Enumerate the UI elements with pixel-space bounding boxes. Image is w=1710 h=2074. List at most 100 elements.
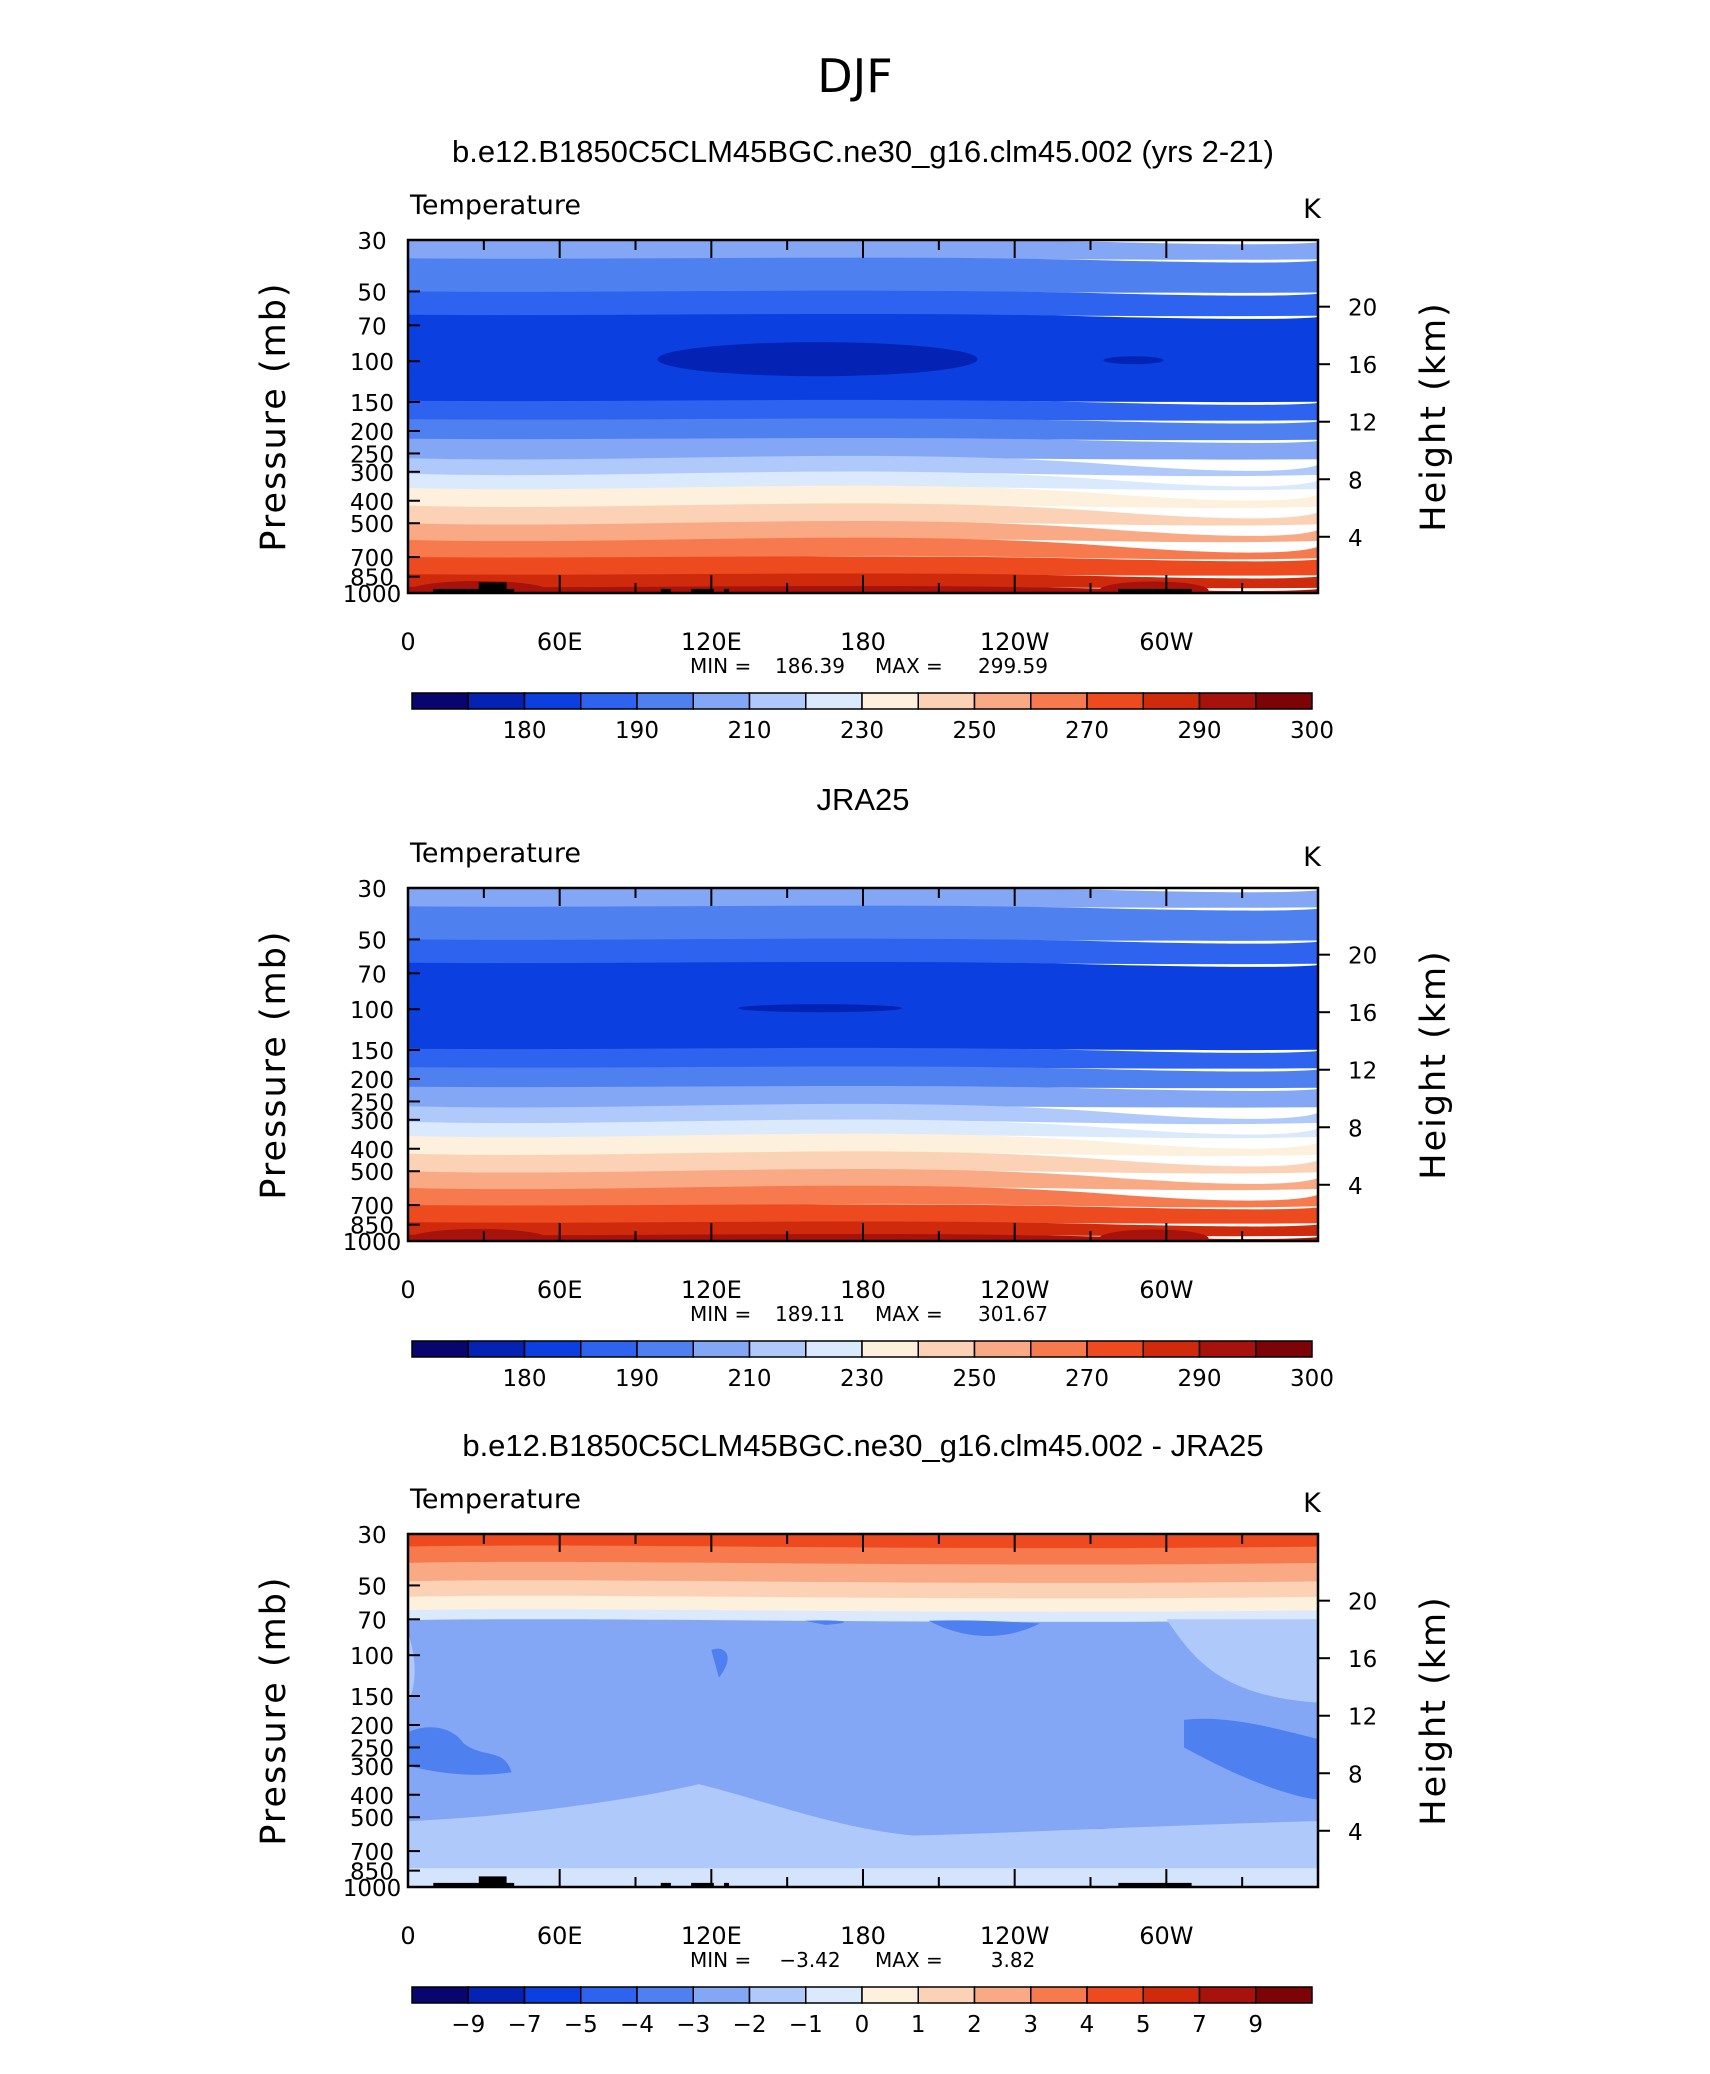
min-value: −3.42 bbox=[779, 1948, 840, 1972]
max-label: MAX = bbox=[875, 1948, 943, 1972]
warm-patch bbox=[408, 1228, 549, 1241]
colorbar-label: 1 bbox=[911, 2012, 926, 2038]
colorbar-label: 5 bbox=[1136, 2012, 1151, 2038]
max-label: MAX = bbox=[875, 1302, 943, 1326]
colorbar-label: −5 bbox=[564, 2012, 598, 2038]
colorbar-swatch bbox=[1030, 692, 1088, 710]
x-tick-label: 60E bbox=[537, 1922, 583, 1950]
colorbar-swatch bbox=[523, 692, 582, 710]
terrain-block bbox=[691, 588, 714, 594]
y-tick-label: 70 bbox=[357, 1608, 386, 1634]
y-tick-label: 250 bbox=[350, 1736, 394, 1762]
temperature-band bbox=[408, 905, 1318, 945]
x-tick-label: 60E bbox=[537, 1276, 583, 1304]
colorbar-swatch bbox=[411, 692, 469, 710]
colorbar-label: 230 bbox=[840, 718, 884, 744]
temperature-band bbox=[408, 399, 1318, 425]
x-tick-label: 120W bbox=[980, 1276, 1050, 1304]
terrain bbox=[433, 1876, 1192, 1888]
min-label: MIN = bbox=[690, 654, 751, 678]
y-tick-label: 850 bbox=[350, 566, 394, 592]
y-tick-label: 50 bbox=[357, 280, 386, 306]
y2-tick-label: 4 bbox=[1348, 1820, 1363, 1846]
y2-tick-label: 8 bbox=[1348, 1762, 1363, 1788]
min-label: MIN = bbox=[690, 1302, 751, 1326]
y2-tick-label: 8 bbox=[1348, 1116, 1363, 1142]
temperature-band bbox=[408, 1047, 1318, 1073]
y-axis-title: Pressure (mb) bbox=[254, 1575, 294, 1845]
units-label: K bbox=[1303, 842, 1322, 873]
colorbar-swatch bbox=[1030, 1340, 1088, 1358]
y-tick-label: 300 bbox=[350, 1109, 394, 1135]
colorbar-label: 210 bbox=[728, 1366, 772, 1392]
colorbar: 180 190 210 230 250 270 290 300 bbox=[411, 1340, 1334, 1392]
contour-field bbox=[408, 1534, 1318, 1887]
max-value: 3.82 bbox=[991, 1948, 1036, 1972]
colorbar: 180 190 210 230 250 270 290 300 bbox=[411, 692, 1334, 744]
temperature-band bbox=[408, 1066, 1318, 1092]
colorbar-swatch bbox=[917, 1340, 976, 1358]
colorbar-swatch bbox=[636, 1986, 694, 2004]
diff-cold-patch bbox=[408, 1727, 512, 1775]
colorbar-swatch bbox=[580, 1986, 638, 2004]
y-tick-label: 100 bbox=[350, 1644, 394, 1670]
colorbar-swatch bbox=[692, 1986, 751, 2004]
colorbar-label: 180 bbox=[503, 1366, 547, 1392]
y-tick-label: 500 bbox=[350, 512, 394, 538]
y-tick-label: 100 bbox=[350, 350, 394, 376]
colorbar-label: −7 bbox=[508, 2012, 542, 2038]
y2-axis-title: Height (km) bbox=[1414, 949, 1454, 1180]
y-tick-label: 850 bbox=[350, 1214, 394, 1240]
colorbar-swatch bbox=[1086, 1986, 1144, 2004]
y2-tick-label: 16 bbox=[1348, 1001, 1377, 1027]
x-tick-label: 120E bbox=[681, 628, 742, 656]
y2-tick-label: 12 bbox=[1348, 411, 1377, 437]
y-tick-label: 150 bbox=[350, 1039, 394, 1065]
y-tick-label: 500 bbox=[350, 1806, 394, 1832]
x-tick-label: 60W bbox=[1139, 1276, 1193, 1304]
units-label: K bbox=[1303, 194, 1322, 225]
diff-cold-patch bbox=[928, 1620, 1040, 1636]
terrain bbox=[433, 582, 1192, 594]
max-value: 299.59 bbox=[978, 654, 1048, 678]
y2-axis-title: Height (km) bbox=[1414, 301, 1454, 532]
colorbar-swatch bbox=[805, 692, 863, 710]
colorbar-swatch bbox=[692, 692, 751, 710]
colorbar-label: 250 bbox=[953, 1366, 997, 1392]
x-tick-label: 180 bbox=[840, 1276, 886, 1304]
temperature-band bbox=[408, 257, 1318, 297]
y2-tick-label: 8 bbox=[1348, 468, 1363, 494]
y-tick-label: 400 bbox=[350, 1138, 394, 1164]
colorbar-label: 190 bbox=[615, 718, 659, 744]
colorbar-label: 230 bbox=[840, 1366, 884, 1392]
diff-band bbox=[408, 1580, 1318, 1600]
x-tick-label: 180 bbox=[840, 1922, 886, 1950]
colorbar-label: 290 bbox=[1178, 1366, 1222, 1392]
y-tick-label: 100 bbox=[350, 998, 394, 1024]
colorbar-swatch bbox=[636, 1340, 694, 1358]
colorbar-swatch bbox=[580, 692, 638, 710]
y-tick-label: 1000 bbox=[343, 1230, 402, 1256]
temperature-band bbox=[408, 290, 1318, 320]
x-tick-label: 60E bbox=[537, 628, 583, 656]
colorbar-swatch bbox=[580, 1340, 638, 1358]
y-axis-title: Pressure (mb) bbox=[254, 929, 294, 1199]
y-tick-label: 200 bbox=[350, 1068, 394, 1094]
colorbar-swatch bbox=[1255, 1340, 1313, 1358]
terrain-block bbox=[723, 1882, 730, 1888]
max-label: MAX = bbox=[875, 654, 943, 678]
temperature-band bbox=[408, 437, 1318, 464]
y2-tick-label: 20 bbox=[1348, 1590, 1377, 1616]
colorbar-label: 7 bbox=[1192, 2012, 1207, 2038]
colorbar-label: 270 bbox=[1065, 1366, 1109, 1392]
cold-core bbox=[738, 1004, 903, 1013]
y2-axis-title: Height (km) bbox=[1414, 1595, 1454, 1826]
y2-tick-label: 16 bbox=[1348, 353, 1377, 379]
y-tick-label: 500 bbox=[350, 1160, 394, 1186]
y-tick-label: 200 bbox=[350, 420, 394, 446]
y-tick-label: 70 bbox=[357, 962, 386, 988]
colorbar-label: 9 bbox=[1248, 2012, 1263, 2038]
colorbar-label: 290 bbox=[1178, 718, 1222, 744]
colorbar-swatch bbox=[467, 1340, 526, 1358]
